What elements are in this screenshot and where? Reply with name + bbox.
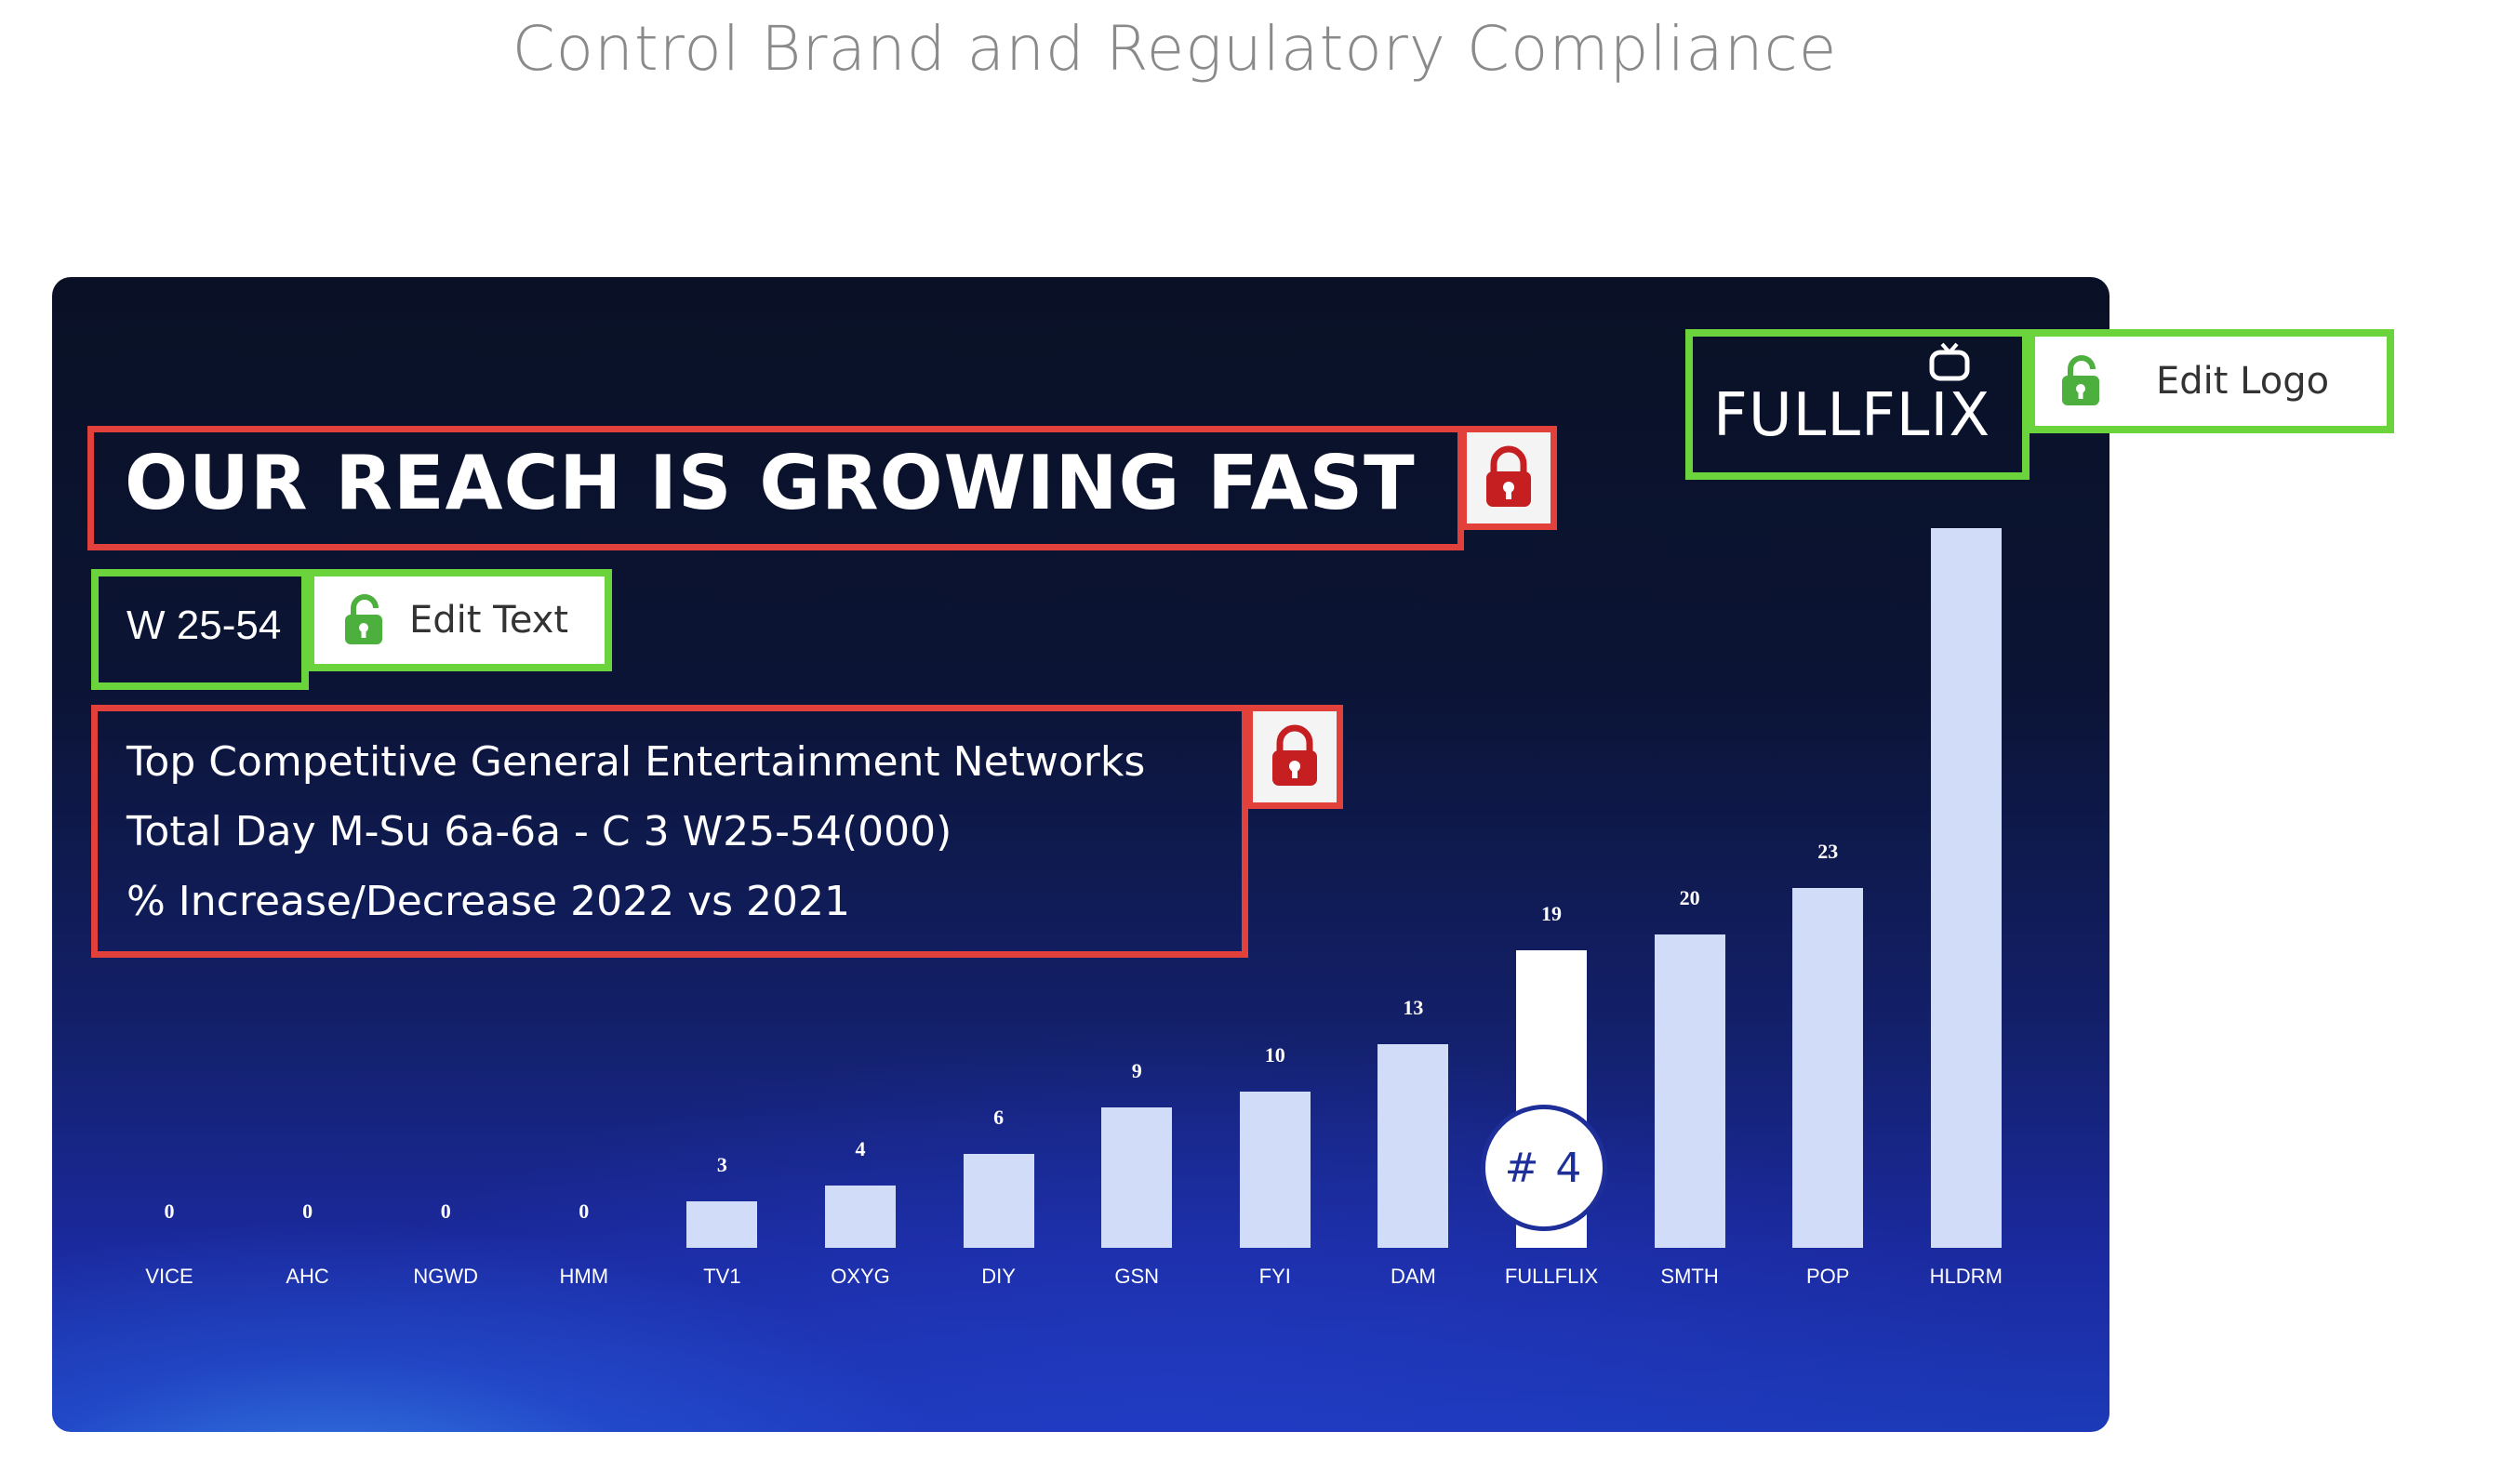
edit-logo-button[interactable]: Edit Logo [2028, 329, 2394, 433]
chart-bar [1239, 1091, 1311, 1248]
logo-text: FULLFLIX [1713, 381, 1991, 450]
category-label: NGWD [413, 1265, 479, 1288]
chart-bar [1654, 934, 1725, 1248]
logo-frame[interactable] [1685, 329, 2030, 480]
category-label: OXYG [831, 1265, 890, 1288]
page-heading: Control Brand and Regulatory Compliance [512, 13, 1838, 85]
lock-icon [1272, 724, 1317, 786]
description-line: Total Day M-Su 6a-6a - C 3 W25-54(000) [126, 808, 952, 855]
description-line: % Increase/Decrease 2022 vs 2021 [126, 878, 850, 925]
bar-value-label: 20 [1679, 886, 1700, 910]
chart-bar [1930, 528, 2002, 1248]
category-label: HMM [559, 1265, 609, 1288]
edit-logo-label: Edit Logo [2156, 360, 2330, 403]
category-label: AHC [286, 1265, 329, 1288]
bar-value-label: 4 [855, 1136, 866, 1160]
category-label: POP [1805, 1265, 1850, 1288]
slide-headline: OUR REACH IS GROWING FAST [125, 440, 1416, 526]
bar-value-label: 0 [164, 1199, 175, 1223]
category-label: DIY [981, 1265, 1016, 1288]
tv-icon [1929, 342, 1970, 381]
bar-value-label: 3 [716, 1152, 727, 1176]
category-label: TV1 [703, 1265, 741, 1288]
slide-description: Top Competitive General Entertainment Ne… [126, 727, 1243, 936]
description-lock-frame[interactable] [91, 705, 1248, 958]
bar-value-label: 10 [1264, 1042, 1285, 1067]
chart-bar [686, 1200, 758, 1248]
bar-value-label: 23 [1817, 840, 1839, 863]
category-label: HLDRM [1929, 1265, 2003, 1288]
bar-value-label: 19 [1541, 902, 1562, 926]
headline-lock-button[interactable] [1460, 426, 1557, 530]
bar-value-label: 13 [1403, 996, 1424, 1020]
bar-value-label: 9 [1131, 1058, 1142, 1082]
edit-text-button[interactable]: Edit Text [307, 569, 612, 671]
demo-text: W 25-54 [126, 603, 282, 648]
rank-badge: # 4 [1481, 1105, 1607, 1231]
category-label: FYI [1258, 1265, 1291, 1288]
bar-value-label: 6 [993, 1106, 1005, 1130]
category-label: DAM [1390, 1265, 1436, 1288]
bar-value-label: 0 [579, 1199, 590, 1223]
bar-value-label: 0 [440, 1199, 451, 1223]
unlock-icon [2062, 355, 2099, 405]
chart-bar [963, 1154, 1034, 1248]
unlock-icon [345, 594, 382, 644]
chart-bar [1101, 1106, 1173, 1248]
category-label: FULLFLIX [1504, 1265, 1599, 1288]
chart-bar [825, 1185, 896, 1248]
demo-text-frame[interactable] [91, 569, 309, 690]
lock-icon [1486, 445, 1531, 507]
edit-text-label: Edit Text [409, 599, 569, 642]
category-label: VICE [145, 1265, 193, 1288]
chart-bar [1377, 1044, 1449, 1248]
bar-value-label: 0 [302, 1199, 313, 1223]
category-label: GSN [1114, 1265, 1160, 1288]
description-line: Top Competitive General Entertainment Ne… [126, 738, 1146, 786]
chart-bar [1792, 888, 1864, 1248]
slide-preview [52, 277, 2109, 1432]
category-label: SMTH [1660, 1265, 1719, 1288]
description-lock-button[interactable] [1246, 705, 1343, 809]
